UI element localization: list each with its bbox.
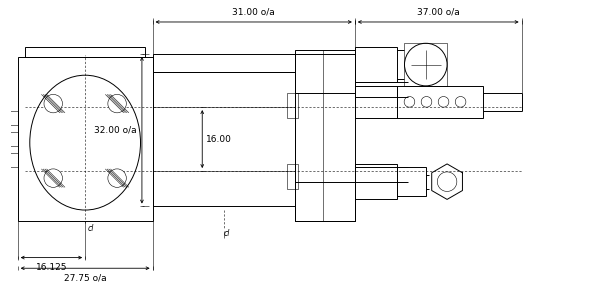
Bar: [355, 86, 398, 118]
Text: 27.75 o/a: 27.75 o/a: [64, 274, 107, 283]
Bar: [294, 54, 355, 93]
Bar: [4, 132, 18, 146]
Text: 16.125: 16.125: [36, 263, 67, 272]
Circle shape: [108, 169, 126, 187]
Bar: [153, 72, 294, 206]
Bar: [18, 57, 153, 221]
Bar: [294, 182, 355, 221]
Bar: [287, 164, 298, 189]
Bar: [4, 111, 18, 125]
Bar: [153, 54, 294, 72]
Text: cl: cl: [224, 229, 230, 238]
Circle shape: [44, 94, 62, 113]
Bar: [355, 164, 398, 199]
Bar: [355, 47, 398, 82]
Bar: [405, 43, 447, 86]
Circle shape: [108, 94, 126, 113]
Text: 32.00 o/a: 32.00 o/a: [94, 126, 137, 135]
Text: cl: cl: [87, 224, 94, 233]
Bar: [294, 50, 355, 221]
Circle shape: [44, 169, 62, 187]
Bar: [398, 168, 426, 196]
Bar: [4, 153, 18, 168]
Text: 16.00: 16.00: [206, 135, 231, 144]
Text: 31.00 o/a: 31.00 o/a: [232, 7, 275, 16]
Bar: [398, 86, 482, 118]
Text: 37.00 o/a: 37.00 o/a: [417, 7, 459, 16]
Bar: [287, 93, 298, 118]
Bar: [25, 47, 145, 57]
